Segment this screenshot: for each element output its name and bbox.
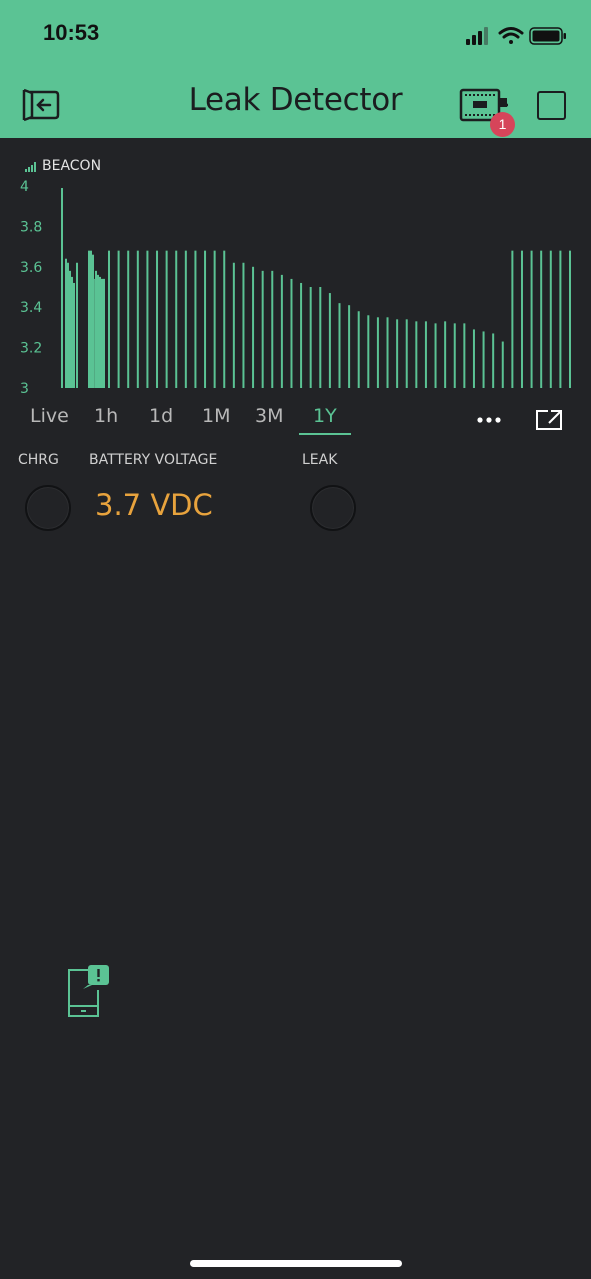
status-time: 10:53 bbox=[43, 20, 100, 45]
chart-bar bbox=[271, 270, 274, 388]
signal-icon bbox=[25, 162, 36, 172]
chart-bar bbox=[540, 250, 543, 388]
chart-bar bbox=[67, 262, 69, 388]
chart-bar bbox=[309, 287, 312, 388]
chart-bar bbox=[300, 282, 303, 388]
chart-bar bbox=[415, 321, 418, 388]
voltage-chart[interactable]: 4 3.8 3.6 3.4 3.2 3 bbox=[0, 150, 591, 396]
y-tick-label: 3.6 bbox=[20, 260, 42, 276]
chart-bar bbox=[71, 276, 73, 388]
chart-bar bbox=[405, 319, 408, 388]
chart-bar bbox=[127, 250, 130, 388]
chart-bar bbox=[280, 274, 283, 388]
chart-bar bbox=[434, 323, 437, 388]
chart-bar bbox=[73, 282, 75, 388]
chart-bar bbox=[223, 250, 226, 388]
chart-bar bbox=[444, 321, 447, 388]
y-tick-label: 3.2 bbox=[20, 341, 42, 357]
tab-1d[interactable]: 1d bbox=[149, 405, 174, 427]
phone-notification-icon[interactable] bbox=[66, 964, 110, 1020]
stop-square-icon[interactable] bbox=[537, 91, 566, 120]
y-tick-label: 3 bbox=[20, 381, 29, 396]
chart-bar bbox=[338, 303, 341, 388]
chart-bar bbox=[252, 266, 255, 388]
tab-1y[interactable]: 1Y bbox=[313, 405, 337, 427]
chart-bar bbox=[328, 293, 331, 388]
chart-bar bbox=[501, 341, 504, 388]
y-tick-label: 3.4 bbox=[20, 300, 42, 316]
chart-bar bbox=[492, 333, 495, 388]
y-tick-label: 3.8 bbox=[20, 219, 42, 235]
chart-bar bbox=[482, 331, 485, 388]
app-header: 10:53 Leak Detector 1 bbox=[0, 0, 591, 138]
chart-bar bbox=[520, 250, 523, 388]
chart-bar bbox=[453, 323, 456, 388]
wifi-icon bbox=[498, 27, 524, 44]
chart-bar bbox=[69, 270, 71, 388]
chart-bar bbox=[348, 305, 351, 388]
chrg-led bbox=[25, 485, 71, 531]
expand-icon[interactable] bbox=[535, 409, 563, 431]
chart-bar bbox=[424, 321, 427, 388]
chart-bar bbox=[530, 250, 533, 388]
chart-bar bbox=[290, 278, 293, 388]
battery-icon bbox=[529, 27, 566, 45]
chart-bar bbox=[156, 250, 159, 388]
chart-bar bbox=[136, 250, 139, 388]
tab-3m[interactable]: 3M bbox=[255, 405, 284, 427]
chart-bar bbox=[261, 270, 264, 388]
chart-bar bbox=[549, 250, 552, 388]
exit-icon[interactable] bbox=[20, 86, 62, 124]
battery-voltage-value: 3.7 VDC bbox=[95, 488, 213, 522]
status-icons bbox=[466, 27, 566, 45]
chart-bar bbox=[232, 262, 235, 388]
chart-bar bbox=[396, 319, 399, 388]
chart-bar bbox=[376, 317, 379, 388]
chart-bar bbox=[184, 250, 187, 388]
chart-bar bbox=[319, 287, 322, 388]
chart-bar bbox=[367, 315, 370, 388]
chart-bar bbox=[511, 250, 514, 388]
notification-badge: 1 bbox=[490, 112, 515, 137]
leak-led bbox=[310, 485, 356, 531]
chart-bar bbox=[65, 258, 67, 388]
chart-bar bbox=[204, 250, 207, 388]
chart-bar bbox=[175, 250, 178, 388]
tab-live[interactable]: Live bbox=[30, 405, 69, 427]
home-indicator bbox=[190, 1260, 402, 1267]
chart-bar bbox=[559, 250, 562, 388]
chart-title: BEACON bbox=[42, 158, 102, 174]
chart-bar-cluster bbox=[88, 278, 105, 388]
chart-bar bbox=[108, 250, 110, 388]
chart-bar bbox=[463, 323, 466, 388]
chart-bar bbox=[357, 311, 360, 388]
chart-bar bbox=[76, 262, 78, 388]
battery-voltage-label: BATTERY VOLTAGE bbox=[89, 452, 218, 468]
chart-bar bbox=[146, 250, 149, 388]
range-tabs: Live 1h 1d 1M 3M 1Y bbox=[0, 400, 591, 440]
y-tick-label: 4 bbox=[20, 179, 29, 195]
active-tab-indicator bbox=[299, 433, 351, 435]
leak-label: LEAK bbox=[302, 452, 338, 468]
chart-bar bbox=[213, 250, 216, 388]
chart-bar bbox=[472, 329, 475, 388]
page-title: Leak Detector bbox=[188, 82, 403, 118]
chart-bar bbox=[386, 317, 389, 388]
chrg-label: CHRG bbox=[18, 452, 59, 468]
tab-1h[interactable]: 1h bbox=[94, 405, 119, 427]
chart-bar bbox=[117, 250, 120, 388]
chart-bar bbox=[61, 188, 63, 388]
signal-icon bbox=[466, 27, 488, 45]
chart-bar bbox=[165, 250, 168, 388]
chart-bar bbox=[569, 250, 571, 388]
chart-bar bbox=[194, 250, 197, 388]
device-icon[interactable] bbox=[458, 88, 518, 136]
chart-bar bbox=[242, 262, 245, 388]
more-icon[interactable] bbox=[476, 416, 502, 424]
tab-1m[interactable]: 1M bbox=[202, 405, 231, 427]
